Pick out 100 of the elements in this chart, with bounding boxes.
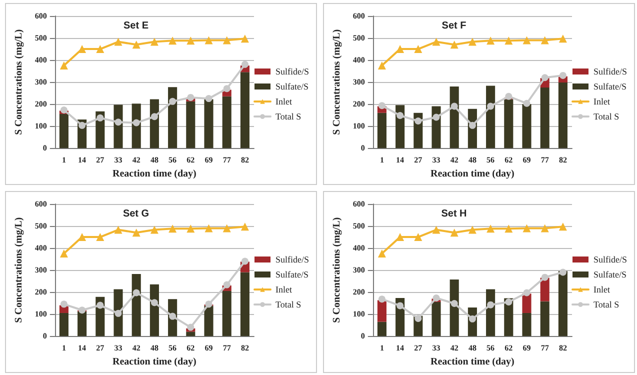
- point: [396, 302, 404, 310]
- x-tick-label: 14: [396, 344, 404, 353]
- point: [414, 233, 422, 242]
- x-tick-label: 62: [186, 156, 195, 165]
- point: [150, 226, 158, 234]
- point: [540, 36, 549, 44]
- point: [96, 233, 104, 242]
- bar: [78, 311, 87, 336]
- point: [241, 258, 248, 265]
- bar: [377, 300, 386, 322]
- x-tick-label: 14: [78, 344, 86, 353]
- bar: [522, 104, 532, 148]
- point: [132, 228, 140, 237]
- x-tick-label: 77: [540, 156, 549, 165]
- legend-label: Sulfate/S: [275, 270, 308, 280]
- y-tick-label: 300: [352, 78, 365, 87]
- bar: [222, 96, 232, 148]
- legend-label: Total S: [593, 300, 620, 310]
- x-tick-label: 69: [204, 344, 213, 353]
- y-tick-label: 400: [34, 244, 47, 253]
- point: [559, 72, 566, 79]
- legend-label: Sulfate/S: [593, 82, 626, 92]
- x-tick-label: 33: [432, 344, 440, 353]
- x-tick-label: 56: [486, 156, 495, 165]
- legend-label: Total S: [275, 112, 302, 122]
- x-tick-label: 48: [150, 156, 158, 165]
- point: [205, 95, 212, 102]
- x-tick-label: 62: [504, 156, 513, 165]
- x-tick-label: 48: [468, 344, 476, 353]
- x-tick-label: 77: [222, 156, 231, 165]
- x-tick-label: 1: [62, 156, 66, 165]
- point: [505, 298, 512, 306]
- chart-title: Set G: [122, 208, 150, 220]
- y-tick-label: 500: [352, 222, 365, 231]
- x-tick-label: 56: [168, 344, 177, 353]
- point: [487, 102, 494, 110]
- point: [505, 92, 512, 100]
- point: [132, 40, 140, 49]
- x-tick-label: 42: [450, 156, 458, 165]
- x-tick-label: 82: [558, 344, 567, 353]
- y-tick-label: 600: [352, 12, 365, 20]
- point: [523, 289, 530, 296]
- x-tick-label: 56: [168, 156, 177, 165]
- x-tick-label: 27: [96, 344, 104, 353]
- y-tick-label: 500: [34, 222, 47, 231]
- point: [540, 224, 549, 232]
- point: [114, 38, 122, 46]
- y-tick-label: 500: [34, 34, 47, 43]
- bar: [522, 312, 532, 336]
- chart-title: Set F: [442, 20, 466, 32]
- bar: [432, 302, 441, 336]
- bar: [450, 86, 459, 148]
- bar: [240, 72, 250, 148]
- y-tick-label: 0: [360, 144, 365, 153]
- chart-title: Set E: [123, 20, 149, 32]
- point: [204, 36, 213, 44]
- x-tick-label: 33: [432, 156, 440, 165]
- point: [186, 36, 195, 45]
- point: [240, 34, 249, 43]
- bar: [222, 290, 232, 336]
- point: [78, 233, 86, 242]
- x-axis-title: Reaction time (day): [430, 168, 514, 180]
- point: [187, 324, 194, 331]
- point: [414, 118, 422, 125]
- x-tick-label: 77: [540, 344, 549, 353]
- x-tick-label: 69: [522, 156, 531, 165]
- point: [541, 274, 548, 281]
- point: [486, 224, 495, 233]
- point: [396, 233, 404, 242]
- y-tick-label: 0: [360, 332, 365, 341]
- point: [468, 38, 476, 46]
- x-axis-title: Reaction time (day): [112, 168, 196, 180]
- point: [432, 38, 440, 46]
- point: [186, 224, 195, 233]
- x-tick-label: 48: [468, 156, 476, 165]
- x-tick-label: 69: [204, 156, 213, 165]
- point: [204, 224, 213, 232]
- bar: [450, 280, 459, 336]
- bar: [558, 271, 568, 336]
- point: [114, 310, 122, 317]
- bar: [522, 294, 532, 313]
- point: [396, 45, 404, 54]
- legend-label: Sulfide/S: [593, 254, 628, 264]
- y-tick-label: 600: [352, 200, 365, 208]
- point: [78, 122, 86, 129]
- point: [96, 45, 104, 54]
- y-tick-label: 300: [352, 266, 365, 275]
- point: [150, 38, 158, 46]
- point: [168, 224, 177, 233]
- x-tick-label: 1: [380, 344, 384, 353]
- point: [432, 114, 440, 121]
- y-tick-label: 600: [34, 12, 47, 20]
- point: [223, 281, 230, 288]
- y-tick-label: 100: [352, 122, 365, 131]
- bar: [204, 306, 214, 336]
- point: [504, 36, 513, 45]
- y-tick-label: 0: [42, 144, 47, 153]
- point: [541, 74, 548, 82]
- point: [222, 224, 231, 232]
- y-tick-label: 200: [352, 100, 365, 109]
